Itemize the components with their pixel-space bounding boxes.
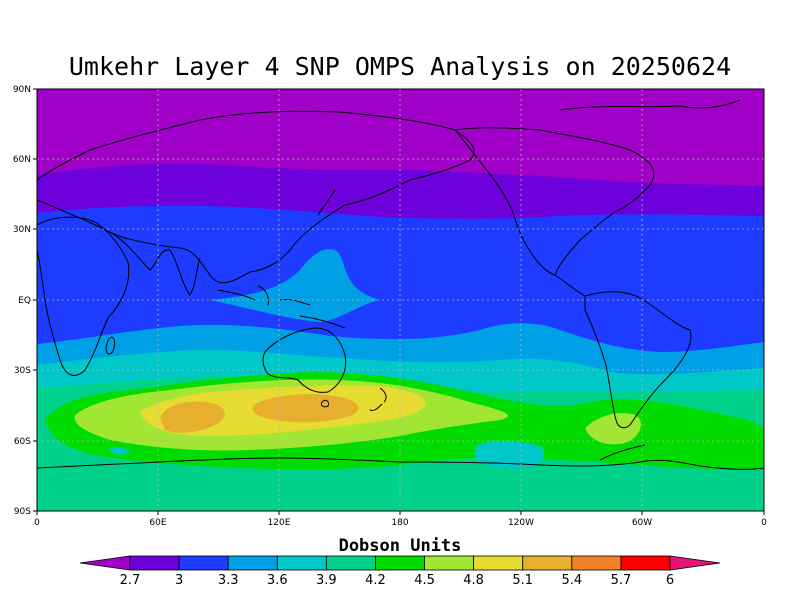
colorbar-level-label: 4.2 <box>365 573 386 588</box>
colorbar-high-arrow <box>669 555 721 571</box>
colorbar-level-label: 5.1 <box>512 573 533 588</box>
lon-label-180: 180 <box>391 518 408 528</box>
colorbar-swatch <box>227 555 278 571</box>
lat-label-eq: EQ <box>18 296 31 306</box>
patch-3.6-small <box>108 447 130 455</box>
colorbar-swatch <box>424 555 475 571</box>
colorbar: 2.7 3 3.3 3.6 3.9 4.2 4.5 4.8 5.1 5.4 5.7 6 <box>79 555 721 588</box>
colorbar-level-label: 5.7 <box>611 573 632 588</box>
lat-label-60n: 60N <box>13 155 31 165</box>
lat-label-90s: 90S <box>14 507 31 517</box>
lon-label-120e: 120E <box>268 518 291 528</box>
colorbar-swatch <box>276 555 327 571</box>
tropical-3.3 <box>210 249 380 322</box>
colorbar-swatch <box>129 555 180 571</box>
coastlines <box>37 99 764 470</box>
colorbar-level-label: 3.9 <box>316 573 337 588</box>
colorbar-swatch <box>325 555 376 571</box>
colorbar-level-label: 5.4 <box>561 573 582 588</box>
colorbar-swatch <box>375 555 425 571</box>
lon-label-0-west: 0 <box>34 518 40 528</box>
colorbar-swatch <box>178 555 229 571</box>
colorbar-swatch <box>571 555 622 571</box>
colorbar-level-label: 4.8 <box>463 573 484 588</box>
colorbar-level-label: 3.3 <box>218 573 239 588</box>
band-4.8-east <box>585 412 641 445</box>
colorbar-level-label: 6 <box>666 573 674 588</box>
ozone-field <box>37 89 764 511</box>
lat-label-30s: 30S <box>14 366 31 376</box>
colorbar-low-arrow <box>79 555 131 571</box>
lat-label-90n: 90N <box>13 85 31 95</box>
colorbar-level-label: 4.5 <box>414 573 435 588</box>
grid <box>37 89 764 511</box>
patch-3.6-south <box>475 440 544 469</box>
colorbar-level-label: 2.7 <box>120 573 141 588</box>
core-5.4-west <box>160 401 225 433</box>
map-title: Umkehr Layer 4 SNP OMPS Analysis on 2025… <box>68 52 732 81</box>
colorbar-level-label: 3 <box>175 573 183 588</box>
colorbar-title: Dobson Units <box>338 536 462 556</box>
lon-label-0-east: 0 <box>761 518 767 528</box>
lat-label-60s: 60S <box>14 437 31 447</box>
colorbar-level-label: 3.6 <box>267 573 288 588</box>
lon-label-60e: 60E <box>149 518 166 528</box>
colorbar-swatch <box>473 555 524 571</box>
band-under-2.7 <box>37 89 764 186</box>
colorbar-swatch <box>620 555 671 571</box>
lon-label-60w: 60W <box>632 518 652 528</box>
lat-label-30n: 30N <box>13 225 31 235</box>
colorbar-swatch <box>522 555 573 571</box>
lon-label-120w: 120W <box>508 518 534 528</box>
